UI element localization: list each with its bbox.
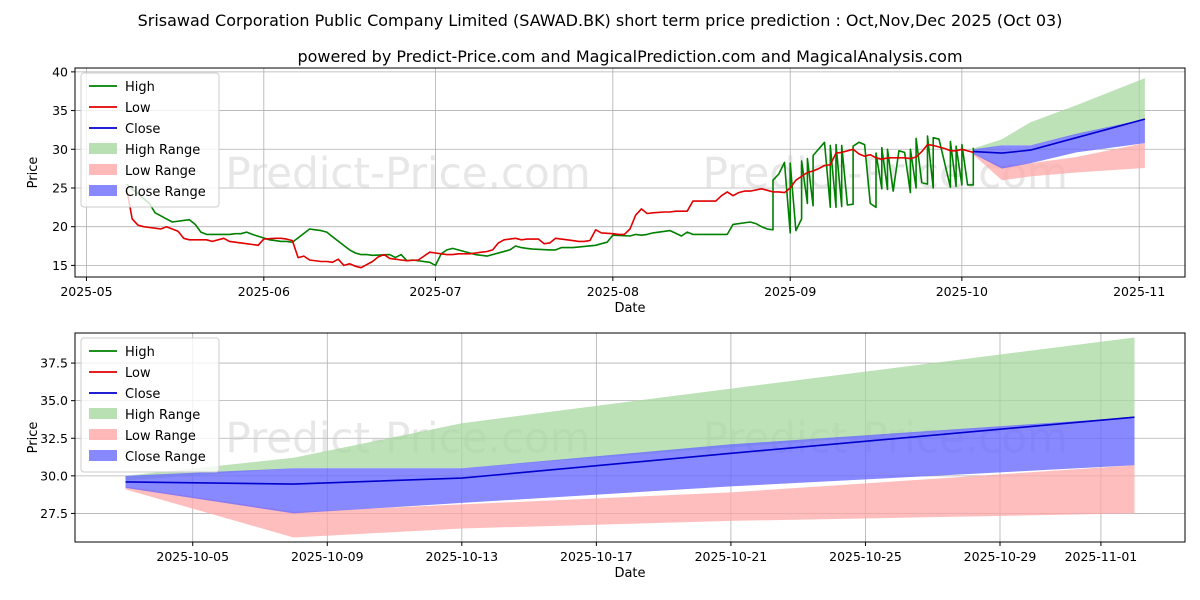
y-tick-label: 40 — [52, 64, 68, 79]
x-tick-label: 2025-10-13 — [425, 549, 498, 564]
low-range-band — [973, 143, 1145, 181]
x-axis-label: Date — [614, 566, 645, 581]
legend-label: High Range — [125, 143, 200, 158]
x-tick-label: 2025-05 — [60, 284, 112, 299]
plot-area — [125, 337, 1135, 538]
low-line — [125, 143, 974, 269]
legend-swatch-patch — [89, 429, 117, 440]
legend-label: Close — [125, 122, 160, 137]
legend-swatch-patch — [89, 185, 117, 196]
y-tick-label: 37.5 — [40, 356, 68, 371]
y-tick-label: 25 — [52, 180, 68, 195]
x-tick-label: 2025-06 — [238, 284, 290, 299]
x-tick-label: 2025-10-05 — [156, 549, 229, 564]
high-line — [125, 135, 975, 267]
legend-swatch-patch — [89, 143, 117, 154]
y-tick-label: 35.0 — [40, 393, 68, 408]
bottom-panel: Predict-Price.comPredict-Price.com2025-1… — [26, 332, 1186, 581]
y-tick-label: 20 — [52, 219, 68, 234]
legend-label: High — [125, 345, 155, 360]
close-forecast-line — [125, 416, 1135, 485]
x-tick-label: 2025-11 — [1113, 284, 1165, 299]
legend-label: Close — [125, 387, 160, 402]
legend-label: Low Range — [125, 164, 196, 179]
legend-swatch-patch — [89, 408, 117, 419]
legend: High Low Close High Range Low Range Close Ran… — [80, 337, 220, 473]
chart-subtitle: powered by Predict-Price.com and Magical… — [297, 47, 962, 66]
x-tick-label: 2025-07 — [409, 284, 461, 299]
high-range-band — [125, 337, 1135, 481]
x-tick-label: 2025-10 — [936, 284, 988, 299]
close-forecast-line — [973, 118, 1146, 154]
axes-frame — [74, 67, 1186, 278]
low-range-band — [125, 465, 1135, 538]
high-range-band — [973, 78, 1145, 153]
axes-frame — [74, 332, 1186, 543]
legend-label: Low — [125, 366, 151, 381]
close-range-band — [125, 417, 1135, 514]
legend-label: High — [125, 80, 155, 95]
x-tick-label: 2025-10-17 — [560, 549, 633, 564]
x-tick-label: 2025-11-01 — [1065, 549, 1138, 564]
legend-label: Low — [125, 101, 151, 116]
y-tick-label: 35 — [52, 103, 68, 118]
grid — [75, 68, 1185, 277]
chart-title: Srisawad Corporation Public Company Limi… — [138, 11, 1063, 30]
legend-label: Close Range — [125, 185, 206, 200]
watermark-left: Predict-Price.com — [225, 149, 590, 198]
x-tick-label: 2025-10-25 — [829, 549, 902, 564]
y-tick-label: 32.5 — [40, 431, 68, 446]
legend-swatch-patch — [89, 164, 117, 175]
legend-swatch-patch — [89, 450, 117, 461]
y-tick-label: 30 — [52, 142, 68, 157]
x-tick-label: 2025-09 — [764, 284, 816, 299]
x-tick-label: 2025-08 — [587, 284, 639, 299]
legend-label: Low Range — [125, 429, 196, 444]
legend-label: High Range — [125, 408, 200, 423]
legend: High Low Close High Range Low Range Close Ran… — [80, 72, 220, 208]
x-tick-label: 2025-10-09 — [291, 549, 364, 564]
y-tick-label: 27.5 — [40, 506, 68, 521]
y-axis-label: Price — [26, 157, 41, 189]
legend-label: Close Range — [125, 450, 206, 465]
plot-area — [125, 78, 1146, 269]
y-axis-label: Price — [26, 422, 41, 454]
y-tick-label: 15 — [52, 258, 68, 273]
y-tick-label: 30.0 — [40, 468, 68, 483]
x-axis-label: Date — [614, 301, 645, 316]
x-tick-label: 2025-10-29 — [964, 549, 1037, 564]
top-panel: Predict-Price.com Predict-Price.com 2025-0… — [26, 64, 1186, 316]
x-tick-label: 2025-10-21 — [695, 549, 768, 564]
